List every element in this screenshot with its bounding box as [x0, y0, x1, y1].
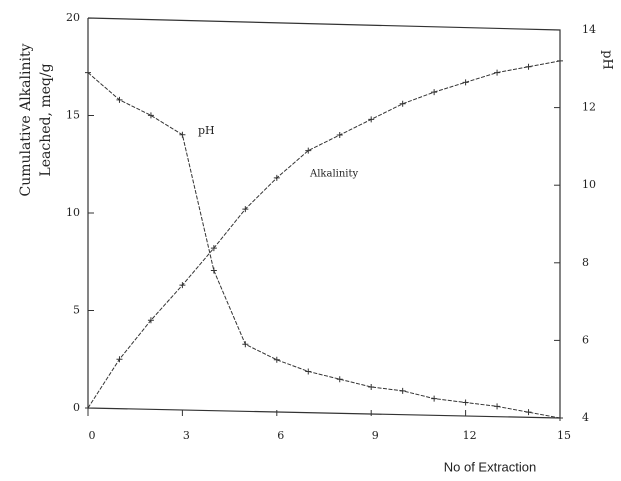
y2-tick-label: 4	[582, 411, 589, 424]
annotation: pH	[198, 124, 215, 137]
point-marker	[147, 112, 154, 119]
y2-axis-label: pH	[600, 50, 615, 70]
point-marker	[557, 57, 563, 64]
point-marker	[368, 116, 375, 123]
y-tick-label: 15	[66, 109, 80, 122]
point-marker	[462, 79, 469, 86]
point-marker	[273, 356, 280, 363]
point-marker	[494, 69, 501, 76]
y-axis-label: Leached, meq/g	[38, 63, 54, 176]
point-marker	[116, 96, 123, 103]
point-marker	[399, 387, 406, 394]
point-marker	[336, 132, 343, 138]
y-tick-label: 5	[73, 304, 80, 317]
x-tick-label: 12	[463, 429, 477, 442]
point-marker	[116, 356, 123, 363]
point-marker	[85, 405, 91, 411]
point-marker	[210, 245, 217, 252]
point-marker	[525, 409, 532, 416]
point-marker	[494, 403, 501, 410]
point-marker	[431, 395, 438, 402]
x-tick-label: 6	[277, 429, 284, 442]
point-marker	[557, 415, 563, 421]
y-tick-label: 20	[66, 11, 80, 24]
point-marker	[525, 63, 532, 70]
x-axis-label: No of Extraction	[444, 459, 537, 474]
x-tick-label: 15	[557, 429, 571, 442]
y-axis-label: Cumulative Alkalinity	[18, 43, 34, 196]
x-tick-label: 3	[183, 429, 190, 442]
point-marker	[242, 341, 249, 348]
point-marker	[273, 174, 280, 181]
y2-tick-label: 8	[582, 256, 589, 269]
x-tick-label: 0	[89, 429, 96, 442]
point-marker	[179, 131, 186, 138]
point-marker	[147, 317, 154, 324]
point-marker	[368, 383, 375, 390]
point-marker	[242, 206, 249, 213]
y2-tick-label: 14	[582, 23, 596, 36]
point-marker	[336, 376, 343, 383]
point-marker	[399, 100, 406, 107]
point-marker	[305, 368, 312, 375]
y-tick-label: 10	[66, 206, 80, 219]
y-tick-label: 0	[73, 401, 80, 414]
point-marker	[431, 89, 438, 96]
series-line	[87, 72, 561, 419]
series-line	[87, 60, 561, 409]
axis-frame	[87, 17, 561, 419]
y2-tick-label: 6	[582, 333, 589, 346]
x-tick-label: 9	[372, 429, 379, 442]
y2-tick-label: 12	[582, 101, 596, 114]
point-marker	[85, 69, 91, 76]
annotation: Alkalinity	[309, 169, 358, 180]
point-marker	[210, 267, 217, 274]
y2-tick-label: 10	[582, 178, 596, 191]
point-marker	[305, 147, 312, 154]
point-marker	[179, 282, 186, 289]
point-marker	[462, 399, 469, 406]
